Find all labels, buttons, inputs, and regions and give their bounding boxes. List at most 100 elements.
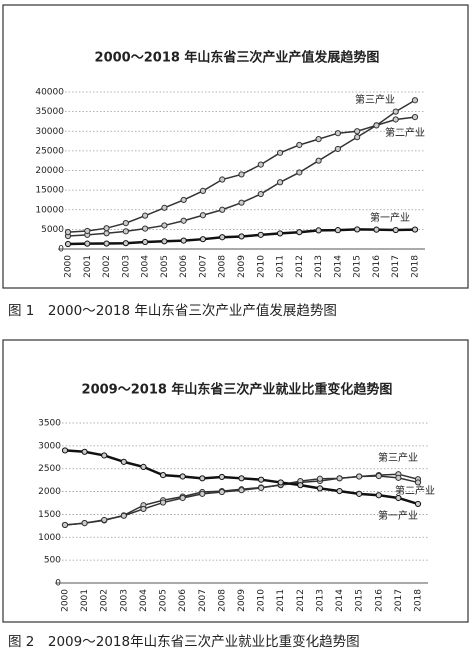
data-point (296, 229, 303, 236)
series-label: 第三产业 (378, 451, 418, 464)
data-point (334, 227, 341, 234)
data-point (297, 482, 304, 489)
data-point (142, 225, 149, 232)
data-point (103, 225, 110, 232)
data-point (84, 227, 91, 235)
data-point (276, 230, 284, 237)
data-point (238, 199, 245, 206)
series-line (64, 475, 419, 526)
data-point (180, 196, 187, 204)
data-point (258, 484, 265, 492)
series-label: 第一产业 (378, 509, 418, 522)
x-tick-label: 2004 (141, 255, 151, 278)
y-tick-label: 20000 (35, 166, 64, 176)
data-point (199, 236, 207, 243)
x-tick-label: 2010 (256, 255, 266, 278)
series-line (67, 99, 416, 237)
data-point (257, 161, 264, 168)
x-tick-label: 2006 (179, 255, 189, 278)
data-point (199, 490, 206, 497)
data-point (315, 157, 322, 164)
y-tick-label: 25000 (35, 146, 64, 156)
data-point (179, 473, 186, 480)
data-point (354, 134, 361, 141)
data-point (81, 448, 88, 455)
chart-frame (2, 339, 469, 623)
data-point (296, 169, 303, 176)
data-point (238, 475, 245, 482)
x-tick-label: 2016 (374, 589, 384, 612)
data-point (315, 136, 322, 143)
x-tick-label: 2002 (102, 255, 112, 278)
y-tick-label: 3000 (38, 441, 61, 451)
x-tick-label: 2000 (64, 255, 74, 278)
series-label: 第三产业 (355, 93, 395, 106)
y-tick-label: 1000 (38, 533, 61, 543)
x-tick-label: 2003 (119, 589, 129, 612)
data-point (199, 212, 207, 219)
x-tick-label: 2001 (80, 589, 90, 612)
data-point (276, 149, 284, 156)
x-tick-label: 2017 (391, 255, 401, 278)
data-point (373, 226, 380, 233)
x-tick-label: 2018 (411, 255, 421, 278)
x-tick-label: 2017 (394, 589, 404, 612)
data-point (218, 473, 225, 481)
x-tick-label: 2013 (314, 255, 324, 278)
data-point (257, 231, 264, 238)
data-point (179, 494, 186, 502)
series-label: 第二产业 (395, 484, 435, 497)
data-point (219, 234, 226, 241)
data-point (140, 505, 147, 513)
x-tick-label: 2008 (217, 589, 227, 612)
data-point (122, 219, 129, 227)
data-point (375, 472, 382, 480)
data-point (375, 492, 382, 499)
x-tick-label: 2000 (61, 589, 71, 612)
data-point (81, 520, 88, 527)
data-point (395, 494, 402, 502)
data-point (336, 475, 343, 482)
data-point (122, 228, 129, 235)
data-point (64, 229, 72, 236)
x-tick-label: 2014 (333, 255, 343, 278)
data-point (392, 116, 399, 123)
y-tick-label: 1500 (38, 510, 61, 520)
data-point (258, 476, 265, 483)
data-point (140, 463, 147, 470)
y-tick-label: 3500 (38, 419, 61, 429)
chart-title: 2000～2018 年山东省三次产业产值发展趋势图 (95, 50, 380, 66)
x-tick-label: 2013 (315, 589, 325, 612)
data-point (238, 171, 245, 178)
data-point (395, 474, 402, 481)
data-point (84, 240, 91, 247)
x-tick-label: 2009 (237, 255, 247, 278)
data-point (142, 238, 149, 246)
y-tick-label: 15000 (35, 186, 64, 196)
data-point (414, 500, 422, 508)
data-point (296, 141, 303, 149)
chart-frame (2, 4, 469, 289)
x-tick-label: 2012 (295, 255, 305, 278)
x-tick-label: 2010 (257, 589, 267, 612)
figure-caption: 图 1 2000～2018 年山东省三次产业产值发展趋势图 (8, 303, 337, 319)
y-tick-label: 30000 (35, 127, 64, 137)
x-tick-label: 2011 (276, 589, 286, 612)
x-tick-label: 2005 (160, 255, 170, 278)
x-tick-label: 2012 (296, 589, 306, 612)
x-tick-label: 2011 (276, 255, 286, 278)
x-tick-label: 2016 (372, 255, 382, 278)
data-point (199, 475, 206, 482)
data-point (101, 516, 108, 524)
data-point (161, 238, 168, 245)
data-point (257, 190, 264, 198)
data-point (356, 490, 363, 497)
data-point (142, 212, 149, 219)
data-point (336, 488, 343, 495)
x-tick-label: 2018 (414, 589, 424, 612)
x-tick-label: 2007 (198, 255, 208, 278)
data-point (356, 473, 363, 480)
data-point (392, 108, 399, 115)
